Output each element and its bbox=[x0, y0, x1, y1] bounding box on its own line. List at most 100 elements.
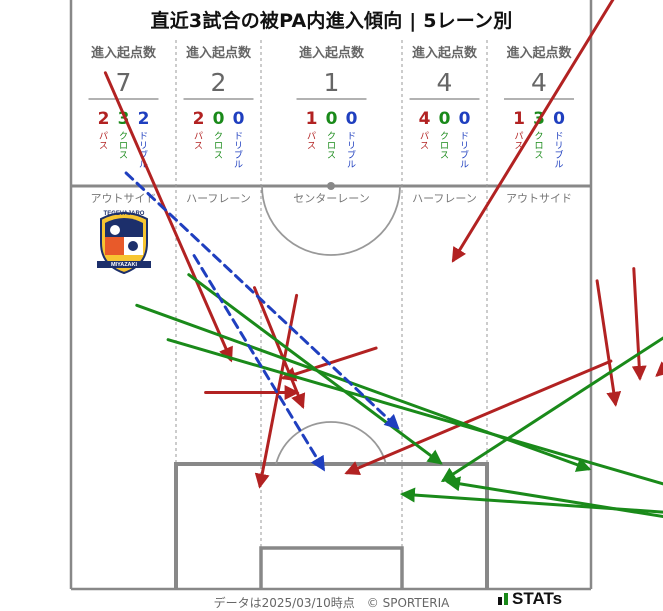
lane-cross-label: ロ bbox=[534, 142, 543, 152]
lane-dribble-label: ル bbox=[554, 161, 563, 171]
lane-dribble-count: 0 bbox=[233, 109, 245, 129]
lane-dribble-label: リ bbox=[554, 142, 563, 152]
lane-cross-label: ス bbox=[214, 151, 223, 161]
lane-cross-count: 3 bbox=[118, 109, 130, 129]
lane-pass-label: ス bbox=[420, 142, 429, 152]
lane-name: ハーフレーン bbox=[412, 192, 477, 205]
lane-cross-label: ロ bbox=[327, 142, 336, 152]
lane-dribble-label: ブ bbox=[460, 149, 469, 161]
lane-cross-label: ク bbox=[534, 131, 543, 142]
brand-logo: STATs bbox=[498, 589, 562, 609]
lane-pass-count: 4 bbox=[419, 109, 431, 129]
cross-arrow bbox=[187, 273, 443, 465]
lane-dribble-count: 2 bbox=[138, 109, 150, 129]
lane-dribble-label: ブ bbox=[554, 149, 563, 161]
lane-total-value: 1 bbox=[324, 68, 340, 97]
pass-arrow bbox=[344, 359, 613, 476]
lane-pass-label: ス bbox=[307, 142, 316, 152]
lane-pass-label: パ bbox=[514, 131, 523, 142]
pass-arrow bbox=[631, 267, 647, 381]
lane-dribble-label: ル bbox=[460, 161, 469, 171]
lane-header-label: 進入起点数 bbox=[299, 45, 365, 61]
goal-area bbox=[259, 546, 404, 589]
lane-header-label: 進入起点数 bbox=[412, 45, 478, 61]
lane-pass-label: ス bbox=[99, 142, 108, 152]
dribble-arrow bbox=[124, 171, 400, 430]
lane-pass-label: パ bbox=[194, 131, 203, 142]
lane-cross-count: 0 bbox=[439, 109, 451, 129]
lane-cross-count: 0 bbox=[326, 109, 338, 129]
brand-name: STATs bbox=[512, 589, 563, 608]
lane-dribble-label: ル bbox=[347, 161, 356, 171]
cross-arrow bbox=[166, 338, 663, 486]
lane-name: センターレーン bbox=[293, 192, 369, 205]
lane-header-label: 進入起点数 bbox=[186, 45, 252, 61]
lane-dribble-label: ド bbox=[234, 132, 243, 142]
lane-pass-label: ス bbox=[194, 142, 203, 152]
logo-text-bottom: MIYAZAKI bbox=[111, 262, 138, 268]
lane-dribble-label: ブ bbox=[234, 149, 243, 161]
lane-cross-label: ス bbox=[534, 151, 543, 161]
lane-cross-label: ク bbox=[327, 131, 336, 142]
lane-dribble-label: ド bbox=[347, 132, 356, 142]
lane-pass-label: パ bbox=[99, 131, 108, 142]
lane-cross-label: ロ bbox=[119, 142, 128, 152]
cross-arrow bbox=[445, 476, 663, 519]
penalty-area bbox=[174, 462, 489, 589]
lane-pass-label: パ bbox=[420, 131, 429, 142]
lane-dribble-label: ブ bbox=[139, 149, 148, 161]
lane-total-value: 4 bbox=[437, 68, 453, 97]
lane-cross-label: ク bbox=[440, 131, 449, 142]
arrow-layer bbox=[103, 0, 663, 519]
lane-dribble-label: リ bbox=[234, 142, 243, 152]
lane-header: 進入起点数72パス3クロス2ドリブルアウトサイド進入起点数22パス0クロス0ドリ… bbox=[88, 45, 574, 205]
lane-dribble-label: ド bbox=[554, 132, 563, 142]
lane-cross-label: ク bbox=[119, 131, 128, 142]
lane-name: アウトサイド bbox=[91, 192, 157, 205]
lane-dribble-label: ド bbox=[460, 132, 469, 142]
lane-dribble-label: リ bbox=[139, 142, 148, 152]
lane-total-value: 4 bbox=[531, 68, 547, 97]
club-logo bbox=[97, 212, 151, 275]
lane-total-value: 2 bbox=[211, 68, 227, 97]
pass-arrow bbox=[451, 0, 615, 263]
lane-cross-count: 0 bbox=[213, 109, 225, 129]
lane-pass-label: ス bbox=[514, 142, 523, 152]
lane-dribble-count: 0 bbox=[346, 109, 358, 129]
dribble-arrow bbox=[192, 254, 325, 472]
chart-title: 直近3試合の被PA内進入傾向 | 5レーン別 bbox=[150, 10, 513, 32]
pass-arrow bbox=[595, 279, 622, 407]
lane-pass-count: 1 bbox=[513, 109, 525, 129]
pass-arrow bbox=[103, 71, 233, 363]
lane-cross-label: ス bbox=[119, 151, 128, 161]
lane-dribble-label: ブ bbox=[347, 149, 356, 161]
lane-name: ハーフレーン bbox=[186, 192, 251, 205]
lane-pass-count: 1 bbox=[306, 109, 318, 129]
cross-arrow bbox=[440, 336, 663, 483]
lane-pass-count: 2 bbox=[193, 109, 205, 129]
lane-pass-label: パ bbox=[307, 131, 316, 142]
footer-note: データは2025/03/10時点 © SPORTERIA bbox=[213, 596, 450, 610]
penalty-arc bbox=[275, 421, 387, 465]
lane-dribble-count: 0 bbox=[459, 109, 471, 129]
lane-name: アウトサイド bbox=[506, 192, 572, 205]
lane-dribble-label: リ bbox=[460, 142, 469, 152]
lane-cross-label: ス bbox=[327, 151, 336, 161]
center-spot bbox=[327, 182, 335, 190]
brand-mark-icon bbox=[498, 593, 508, 605]
lane-cross-label: ス bbox=[440, 151, 449, 161]
cross-arrow bbox=[135, 303, 592, 472]
lane-total-value: 7 bbox=[116, 68, 132, 97]
lane-dribble-label: ル bbox=[234, 161, 243, 171]
lane-cross-label: ロ bbox=[440, 142, 449, 152]
lane-header-label: 進入起点数 bbox=[91, 45, 157, 61]
lane-pass-count: 2 bbox=[98, 109, 110, 129]
lane-dribble-count: 0 bbox=[553, 109, 565, 129]
lane-header-label: 進入起点数 bbox=[506, 45, 572, 61]
lane-dribble-label: ル bbox=[139, 161, 148, 171]
cross-arrow bbox=[399, 487, 663, 514]
center-circle bbox=[261, 185, 401, 256]
lane-cross-label: ロ bbox=[214, 142, 223, 152]
logo-text-top: TEGEVAJARO bbox=[104, 211, 145, 217]
